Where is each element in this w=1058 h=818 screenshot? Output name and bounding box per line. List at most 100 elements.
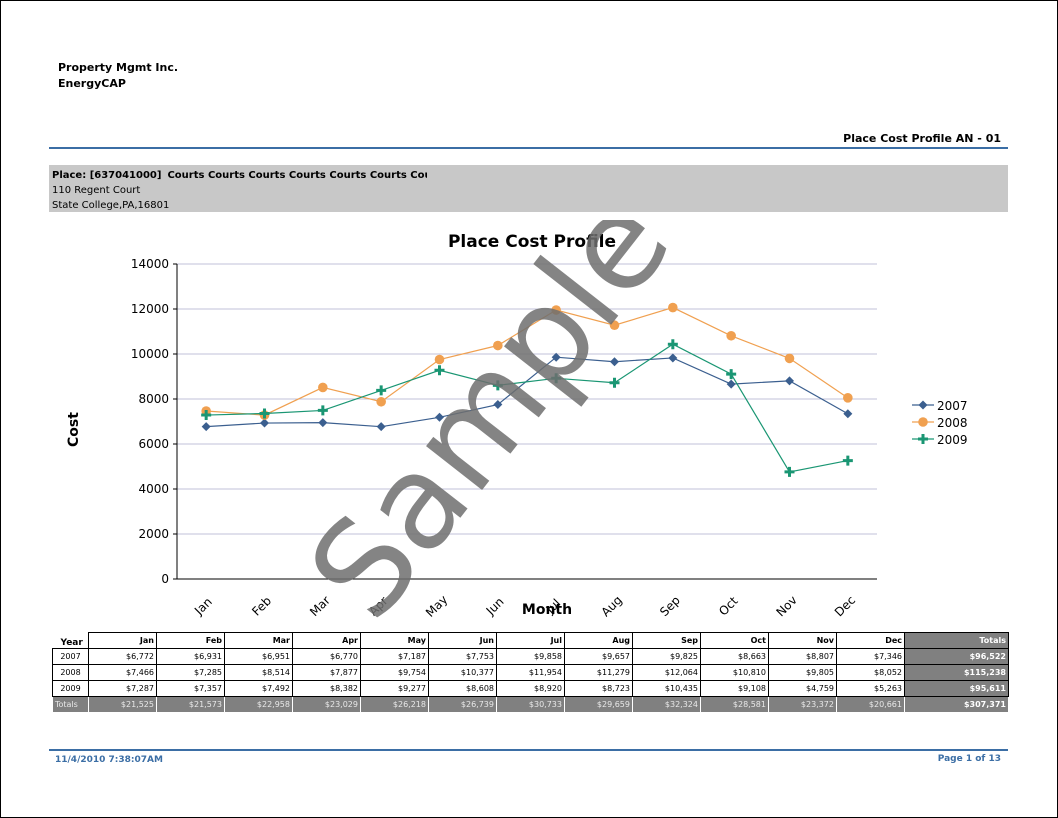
y-tick-label: 0	[161, 572, 169, 586]
data-point-circle	[551, 305, 561, 315]
place-city: State College,PA,16801	[52, 200, 170, 211]
x-tick-label: Aug	[598, 593, 624, 619]
cost-cell: $6,770	[292, 648, 361, 665]
column-header: Jul	[496, 632, 565, 649]
cost-cell: $7,877	[292, 664, 361, 681]
cost-cell: $7,466	[88, 664, 157, 681]
series-line-2009	[206, 343, 848, 473]
data-point-circle	[843, 393, 853, 403]
data-point-diamond	[843, 409, 853, 419]
place-code: Place: [637041000]	[52, 170, 162, 181]
x-tick-label: Mar	[307, 593, 333, 619]
data-point-plus	[317, 405, 328, 416]
cost-cell: $6,951	[224, 648, 293, 665]
chart-title: Place Cost Profile	[448, 232, 616, 252]
column-header: Nov	[768, 632, 837, 649]
data-point-circle	[918, 417, 928, 427]
column-total-cell: $28,581	[700, 696, 769, 713]
data-point-plus	[259, 408, 270, 419]
data-point-plus	[376, 385, 387, 396]
x-tick-label: Oct	[716, 594, 741, 619]
year-cell: 2009	[52, 680, 89, 697]
cost-cell: $4,759	[768, 680, 837, 697]
data-point-diamond	[726, 379, 736, 389]
series-line-2008	[206, 306, 849, 416]
header-divider	[49, 147, 1008, 149]
cost-cell: $9,754	[360, 664, 429, 681]
column-header: Aug	[564, 632, 633, 649]
data-point-circle	[493, 340, 503, 351]
column-total-cell: $26,739	[428, 696, 497, 713]
cost-cell: $8,920	[496, 680, 565, 697]
cost-cell: $6,772	[88, 648, 157, 665]
y-tick-label: 8000	[138, 392, 169, 406]
column-header: May	[360, 632, 429, 649]
report-title: Place Cost Profile AN - 01	[843, 132, 1001, 145]
cost-profile-chart: Place Cost Profile 0 2000 4000 6000 8000 10000…	[66, 220, 968, 630]
data-point-circle	[726, 330, 736, 341]
column-header: Oct	[700, 632, 769, 649]
x-axis-label: Month	[522, 602, 572, 618]
table-row: 2009 $7,287 $7,357 $7,492 $8,382 $9,277 $8,608…	[52, 680, 1009, 697]
cost-cell: $8,663	[700, 648, 769, 665]
column-total-cell: $32,324	[632, 696, 701, 713]
company-header: Property Mgmt Inc. EnergyCAP	[58, 60, 178, 92]
series-line-2007	[206, 356, 849, 428]
y-axis-label: Cost	[66, 412, 82, 447]
cost-cell: $7,357	[156, 680, 225, 697]
data-point-circle	[609, 320, 620, 331]
data-point-diamond	[493, 400, 503, 410]
year-column-header: Year	[60, 638, 83, 648]
cost-cell: $7,285	[156, 664, 225, 681]
cost-cell: $7,187	[360, 648, 429, 665]
data-point-circle	[434, 354, 445, 365]
column-total-cell: $21,573	[156, 696, 225, 713]
table-header-row: Year Jan Feb Mar Apr May Jun Jul Aug Sep Oct Nov Dec…	[53, 632, 1009, 649]
row-total-cell: $95,611	[904, 680, 1009, 697]
cost-cell: $8,052	[836, 664, 905, 681]
data-point-circle	[376, 396, 386, 407]
cost-cell: $7,287	[88, 680, 157, 697]
data-point-plus	[609, 377, 620, 388]
x-tick-label: Jun	[483, 595, 507, 619]
cost-cell: $9,805	[768, 664, 837, 681]
column-total-cell: $20,661	[836, 696, 905, 713]
x-tick-label: Feb	[249, 594, 274, 619]
cost-cell: $8,514	[224, 664, 293, 681]
cost-table: Year Jan Feb Mar Apr May Jun Jul Aug Sep Oct Nov Dec…	[52, 632, 1009, 713]
column-header: Totals	[904, 632, 1009, 649]
cost-cell: $9,858	[496, 648, 565, 665]
data-point-diamond	[668, 353, 678, 363]
data-point-diamond	[610, 357, 619, 367]
cost-cell: $10,810	[700, 664, 769, 681]
page-indicator: Page 1 of 13	[937, 754, 1001, 764]
place-address: 110 Regent Court	[52, 185, 141, 196]
x-tick-label: Nov	[773, 593, 799, 619]
y-tick-label: 12000	[131, 302, 169, 316]
y-tick-label: 14000	[131, 257, 169, 271]
data-point-diamond	[376, 422, 386, 432]
cost-cell: $7,753	[428, 648, 497, 665]
data-point-circle	[784, 353, 795, 364]
data-point-plus	[667, 339, 678, 350]
column-total-cell: $26,218	[360, 696, 429, 713]
column-total-cell: $21,525	[88, 696, 157, 713]
sample-watermark: Sample	[280, 220, 700, 630]
totals-label: Totals	[52, 696, 89, 713]
column-total-cell: $29,659	[564, 696, 633, 713]
cost-cell: $6,931	[156, 648, 225, 665]
column-header: Apr	[292, 632, 361, 649]
place-name: Courts Courts Courts Courts Courts Court…	[167, 170, 427, 181]
grand-total-cell: $307,371	[904, 696, 1009, 713]
y-tick-label: 10000	[131, 347, 169, 361]
place-info-box: Place: [637041000] Courts Courts Courts C…	[49, 165, 1008, 212]
year-cell: 2007	[52, 648, 89, 665]
data-point-plus	[726, 369, 737, 380]
column-header: Jun	[428, 632, 497, 649]
cost-cell: $10,435	[632, 680, 701, 697]
totals-row: Totals $21,525 $21,573 $22,958 $23,029 $26,21…	[52, 696, 1009, 713]
legend-label: 2007	[937, 399, 968, 413]
data-point-plus	[434, 365, 445, 376]
cost-cell: $7,346	[836, 648, 905, 665]
column-header: Mar	[224, 632, 293, 649]
